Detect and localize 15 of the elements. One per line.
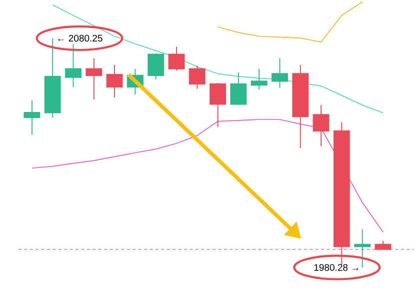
candlestick xyxy=(148,52,164,80)
candlestick xyxy=(24,100,40,136)
candlestick xyxy=(106,64,123,98)
annotation: ← 2080.25 xyxy=(58,34,102,42)
candlestick xyxy=(272,58,288,88)
candlestick xyxy=(312,104,330,147)
candlestick xyxy=(250,68,268,90)
candlestick xyxy=(188,65,206,90)
candlestick xyxy=(65,43,82,88)
candlestick xyxy=(86,58,102,100)
candlestick xyxy=(354,228,371,268)
candlestick xyxy=(168,46,185,72)
candlestick xyxy=(210,82,226,128)
candlestick xyxy=(230,72,247,106)
annotation: 1980.28 → xyxy=(314,264,358,271)
